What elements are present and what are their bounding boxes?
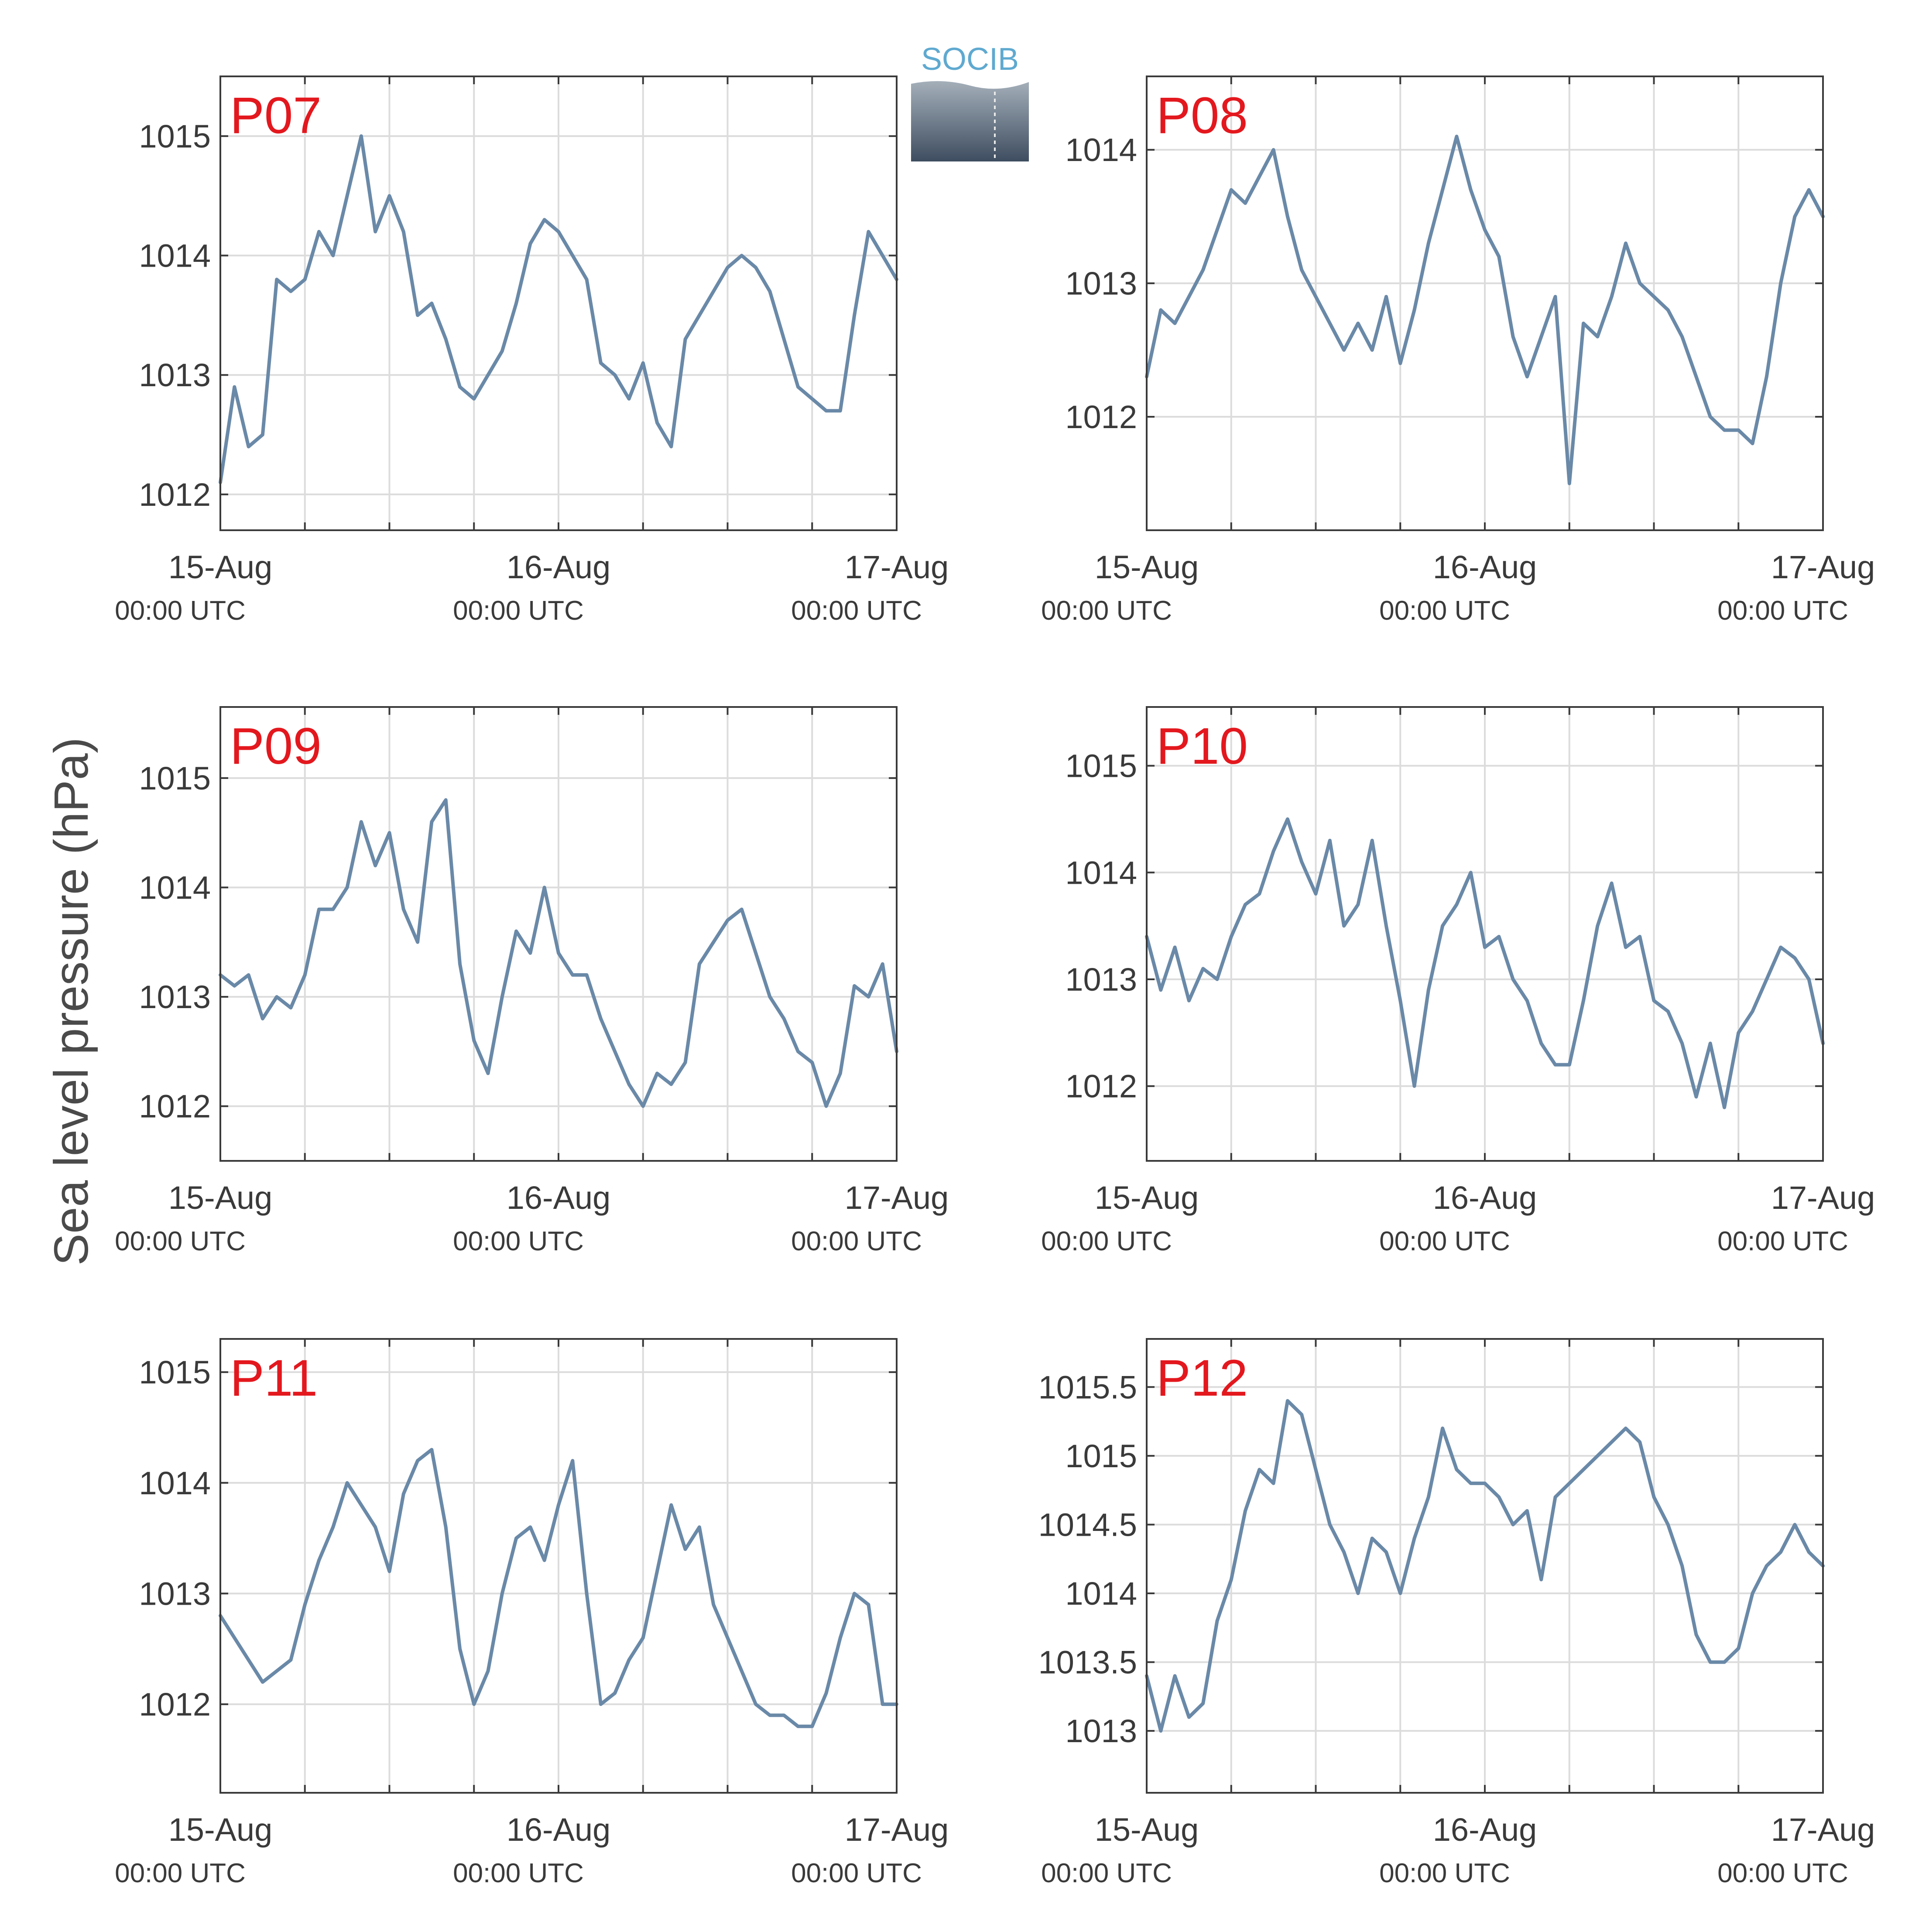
panel-p07: 1012 1013 1014 1015 P07 15-Aug 00:00 UTC 16-Aug… <box>115 75 949 626</box>
y-tick-label: 1014 <box>139 1465 211 1501</box>
x-tick-label-time: 00:00 UTC <box>1379 596 1510 626</box>
y-tick-label: 1013 <box>139 357 211 393</box>
series-line-p08 <box>1145 134 1825 485</box>
y-tick-label: 1013 <box>1065 1713 1137 1749</box>
y-tick-label: 1014 <box>1065 854 1137 891</box>
y-tick-label: 1012 <box>139 1088 211 1125</box>
x-tick-label-date: 16-Aug <box>1433 1812 1537 1848</box>
y-tick-label: 1015 <box>1065 748 1137 784</box>
panel-p10: 1012 1013 1014 1015 P10 15-Aug 00:00 UTC 16-Aug… <box>1041 706 1875 1256</box>
x-tick-label-date: 15-Aug <box>1095 549 1199 585</box>
y-tick-label: 1013.5 <box>1038 1644 1137 1681</box>
y-tick-label: 1012 <box>139 1686 211 1723</box>
x-tick-label-date: 17-Aug <box>845 1812 949 1848</box>
x-tick-label-date: 16-Aug <box>1433 1180 1537 1216</box>
x-tick-label-time: 00:00 UTC <box>1717 1858 1848 1888</box>
x-tick-label-date: 15-Aug <box>168 1180 273 1216</box>
axes-frame <box>219 1338 898 1794</box>
axes-frame <box>1146 706 1824 1162</box>
panel-p11: 1012 1013 1014 1015 P11 15-Aug 00:00 UTC 16-Aug… <box>115 1338 949 1888</box>
x-tick-label-time: 00:00 UTC <box>453 596 584 626</box>
x-tick-label-date: 15-Aug <box>1095 1180 1199 1216</box>
panel-label: P12 <box>1156 1349 1248 1407</box>
x-tick-label-time: 00:00 UTC <box>1717 596 1848 626</box>
panel-p09: 1012 1013 1014 1015 P09 15-Aug 00:00 UTC 16-Aug… <box>115 706 949 1256</box>
y-tick-label: 1015 <box>139 760 211 796</box>
x-tick-label-time: 00:00 UTC <box>1041 1226 1172 1256</box>
x-tick-label-date: 16-Aug <box>507 1812 611 1848</box>
x-tick-label-time: 00:00 UTC <box>1717 1226 1848 1256</box>
y-tick-label: 1015.5 <box>1038 1369 1137 1405</box>
panel-label: P09 <box>230 717 322 775</box>
y-tick-label: 1013 <box>1065 265 1137 302</box>
series-line-p07 <box>219 134 898 484</box>
x-tick-label-date: 17-Aug <box>1771 549 1875 585</box>
socib-logo: SOCIB <box>911 42 1029 161</box>
x-tick-label-date: 17-Aug <box>845 549 949 585</box>
x-tick-label-date: 15-Aug <box>168 549 273 585</box>
panel-label: P08 <box>1156 87 1248 144</box>
series-line-p11 <box>219 1448 898 1728</box>
y-tick-label: 1012 <box>1065 1068 1137 1105</box>
y-tick-label: 1015 <box>139 1354 211 1390</box>
y-axis-title: Sea level pressure (hPa) <box>45 737 98 1266</box>
x-tick-label-date: 15-Aug <box>168 1812 273 1848</box>
y-tick-label: 1014 <box>139 869 211 906</box>
axes-frame <box>219 75 898 531</box>
y-tick-label: 1014 <box>1065 132 1137 168</box>
x-tick-label-time: 00:00 UTC <box>453 1226 584 1256</box>
y-tick-label: 1014 <box>139 238 211 274</box>
y-tick-label: 1014 <box>1065 1575 1137 1612</box>
x-tick-label-time: 00:00 UTC <box>115 596 246 626</box>
x-tick-label-time: 00:00 UTC <box>791 596 922 626</box>
x-tick-label-time: 00:00 UTC <box>1379 1858 1510 1888</box>
axes-frame <box>219 706 898 1162</box>
x-tick-label-time: 00:00 UTC <box>115 1858 246 1888</box>
axes-frame <box>1146 75 1824 531</box>
panel-label: P11 <box>230 1349 318 1407</box>
x-tick-label-time: 00:00 UTC <box>1379 1226 1510 1256</box>
x-tick-label-date: 17-Aug <box>1771 1812 1875 1848</box>
x-tick-label-time: 00:00 UTC <box>1041 1858 1172 1888</box>
y-tick-label: 1015 <box>139 118 211 154</box>
series-line-p10 <box>1145 817 1825 1109</box>
x-tick-label-time: 00:00 UTC <box>115 1226 246 1256</box>
x-tick-label-date: 16-Aug <box>507 1180 611 1216</box>
x-tick-label-date: 15-Aug <box>1095 1812 1199 1848</box>
x-tick-label-time: 00:00 UTC <box>453 1858 584 1888</box>
panel-label: P10 <box>1156 717 1248 775</box>
y-tick-label: 1013 <box>1065 961 1137 998</box>
x-tick-label-date: 16-Aug <box>1433 549 1537 585</box>
x-tick-label-date: 17-Aug <box>1771 1180 1875 1216</box>
x-tick-label-date: 17-Aug <box>845 1180 949 1216</box>
y-tick-label: 1014.5 <box>1038 1506 1137 1543</box>
y-tick-label: 1015 <box>1065 1438 1137 1474</box>
y-tick-label: 1012 <box>1065 399 1137 435</box>
series-line-p12 <box>1145 1399 1825 1733</box>
socib-logo-text: SOCIB <box>921 44 1019 77</box>
x-tick-label-date: 16-Aug <box>507 549 611 585</box>
panel-p08: 1012 1013 1014 P08 15-Aug 00:00 UTC 16-Aug 00:0… <box>1041 75 1875 626</box>
x-tick-label-time: 00:00 UTC <box>1041 596 1172 626</box>
y-tick-label: 1012 <box>139 477 211 513</box>
x-tick-label-time: 00:00 UTC <box>791 1226 922 1256</box>
panel-label: P07 <box>230 87 322 144</box>
x-tick-label-time: 00:00 UTC <box>791 1858 922 1888</box>
y-tick-label: 1013 <box>139 1575 211 1612</box>
panel-p12: 1013 1013.5 1014 1014.5 1015 1015.5 P12 15-Aug 0… <box>1038 1338 1875 1888</box>
y-tick-label: 1013 <box>139 979 211 1015</box>
series-line-p09 <box>219 798 898 1108</box>
axes-frame <box>1146 1338 1824 1794</box>
